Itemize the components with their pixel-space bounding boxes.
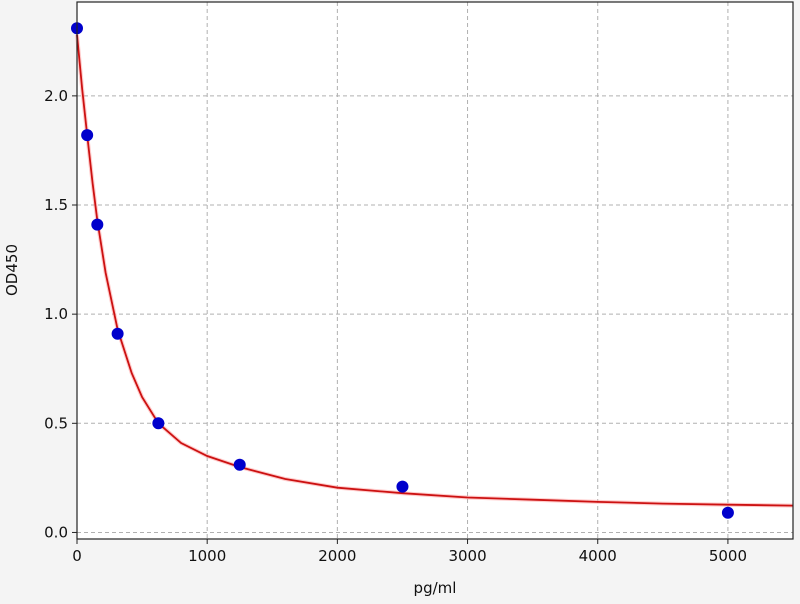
data-point xyxy=(152,417,165,430)
fit-curve xyxy=(76,34,794,507)
x-tick-label: 0 xyxy=(72,547,82,565)
x-tick-label: 2000 xyxy=(318,547,356,565)
y-tick-label: 1.5 xyxy=(44,196,68,214)
x-tick-label: 5000 xyxy=(709,547,747,565)
x-tick-label: 1000 xyxy=(188,547,226,565)
data-point xyxy=(721,506,734,519)
plot-area xyxy=(77,2,793,539)
y-tick-label: 2.0 xyxy=(44,87,68,105)
y-tick-label: 0.5 xyxy=(44,414,68,432)
data-point xyxy=(233,458,246,471)
x-tick-label: 4000 xyxy=(579,547,617,565)
x-ticks: 0 1000 2000 3000 4000 5000 xyxy=(72,539,747,565)
y-ticks: 0.0 0.5 1.0 1.5 2.0 xyxy=(44,87,77,541)
data-point xyxy=(111,327,124,340)
fit-curve-group xyxy=(75,34,794,508)
data-point xyxy=(91,218,104,231)
y-axis-label: OD450 xyxy=(3,244,21,296)
x-axis-label: pg/ml xyxy=(414,579,457,597)
grid xyxy=(76,2,793,539)
y-tick-label: 0.0 xyxy=(44,523,68,541)
data-point xyxy=(396,480,409,493)
x-tick-label: 3000 xyxy=(448,547,486,565)
data-point xyxy=(81,129,94,142)
data-points xyxy=(71,22,734,519)
plot-frame xyxy=(76,1,794,540)
y-tick-label: 1.0 xyxy=(44,305,68,323)
